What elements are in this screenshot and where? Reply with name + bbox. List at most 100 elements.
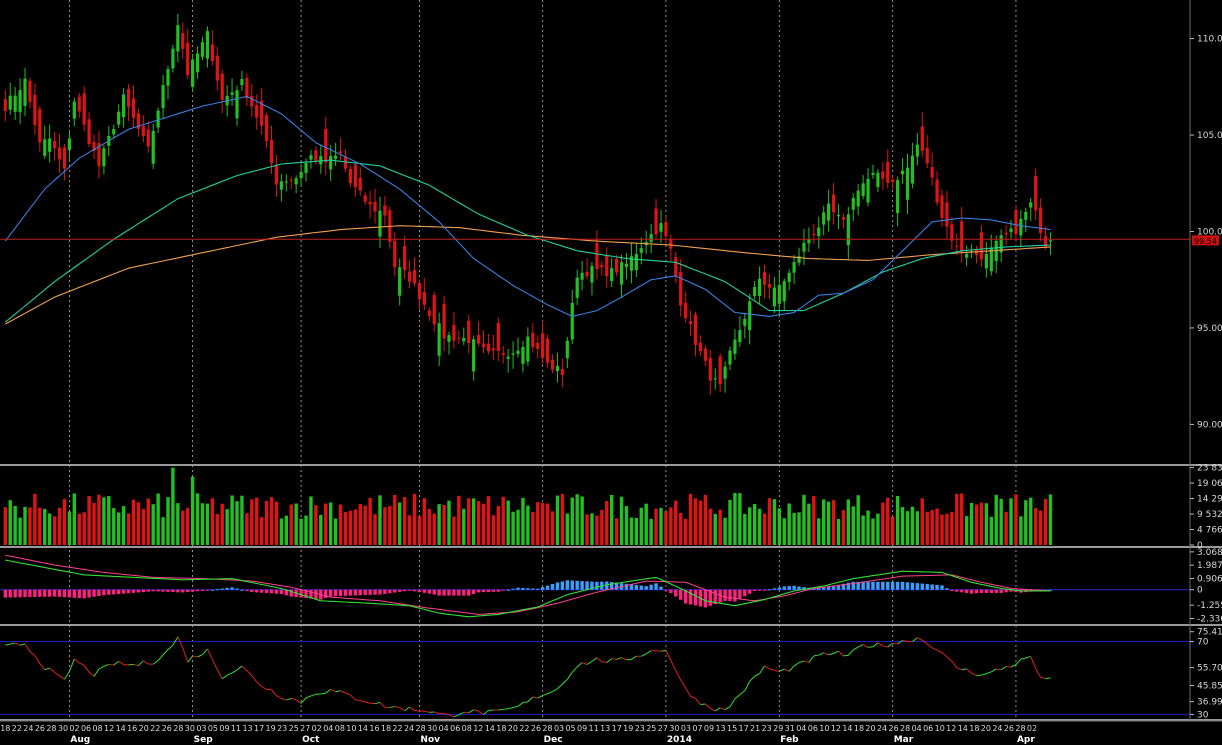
volume-bar[interactable] — [442, 505, 446, 545]
volume-bar[interactable] — [289, 504, 293, 545]
volume-bar[interactable] — [900, 507, 905, 545]
volume-bar[interactable] — [940, 514, 944, 545]
candle-body[interactable] — [757, 278, 762, 296]
candle-body[interactable] — [516, 350, 520, 354]
candle-body[interactable] — [191, 59, 195, 87]
candle-body[interactable] — [595, 242, 599, 270]
candle-body[interactable] — [546, 338, 550, 363]
volume-bar[interactable] — [802, 494, 806, 545]
volume-bar[interactable] — [659, 507, 663, 545]
volume-bar[interactable] — [831, 500, 836, 545]
oscillator-panel[interactable] — [0, 636, 1190, 718]
candle-body[interactable] — [407, 271, 412, 282]
volume-bar[interactable] — [161, 517, 165, 545]
candle-body[interactable] — [235, 90, 239, 119]
candle-body[interactable] — [181, 33, 185, 49]
volume-bar[interactable] — [205, 503, 210, 545]
candle-body[interactable] — [122, 94, 126, 118]
candle-body[interactable] — [580, 272, 584, 280]
candle-body[interactable] — [383, 205, 387, 216]
volume-bar[interactable] — [649, 518, 653, 545]
volume-bar[interactable] — [141, 509, 146, 545]
volume-bar[interactable] — [999, 498, 1003, 545]
volume-bar[interactable] — [363, 505, 367, 545]
candle-body[interactable] — [136, 113, 141, 129]
candle-body[interactable] — [940, 195, 944, 219]
candle-body[interactable] — [664, 222, 668, 237]
volume-bar[interactable] — [407, 515, 412, 545]
volume-bar[interactable] — [723, 517, 727, 545]
candle-body[interactable] — [72, 101, 76, 119]
candle-body[interactable] — [930, 167, 934, 178]
candle-body[interactable] — [827, 203, 831, 221]
volume-bar[interactable] — [683, 518, 688, 545]
volume-bar[interactable] — [570, 497, 574, 545]
candle-body[interactable] — [688, 321, 693, 324]
volume-bar[interactable] — [338, 504, 343, 545]
candle-body[interactable] — [610, 268, 614, 281]
candle-body[interactable] — [708, 358, 712, 381]
volume-bar[interactable] — [67, 511, 72, 545]
candle-body[interactable] — [851, 197, 855, 210]
candle-body[interactable] — [753, 286, 757, 297]
candle-body[interactable] — [1029, 202, 1033, 208]
candle-body[interactable] — [171, 48, 175, 69]
candle-body[interactable] — [161, 85, 165, 109]
volume-bar[interactable] — [47, 513, 52, 545]
candle-body[interactable] — [437, 323, 441, 356]
volume-bar[interactable] — [87, 496, 91, 545]
volume-bar[interactable] — [259, 517, 264, 545]
candle-body[interactable] — [373, 201, 377, 212]
volume-bar[interactable] — [146, 498, 150, 545]
volume-bar[interactable] — [688, 493, 693, 545]
candle-body[interactable] — [284, 181, 288, 183]
candle-body[interactable] — [358, 178, 362, 191]
candle-body[interactable] — [319, 156, 323, 165]
candle-body[interactable] — [260, 100, 264, 126]
volume-bar[interactable] — [72, 493, 77, 545]
candle-body[interactable] — [62, 147, 67, 169]
candle-body[interactable] — [329, 155, 333, 170]
volume-bar[interactable] — [417, 516, 422, 545]
candle-body[interactable] — [654, 208, 658, 235]
candle-body[interactable] — [905, 167, 910, 200]
candle-body[interactable] — [733, 339, 737, 354]
candle-body[interactable] — [965, 253, 969, 258]
volume-bar[interactable] — [412, 493, 417, 545]
volume-bar[interactable] — [1009, 498, 1013, 545]
volume-bar[interactable] — [748, 507, 752, 545]
volume-bar[interactable] — [787, 503, 791, 545]
volume-bar[interactable] — [605, 500, 609, 545]
candle-body[interactable] — [210, 44, 214, 61]
candle-body[interactable] — [309, 155, 313, 160]
candle-body[interactable] — [555, 366, 560, 372]
candle-body[interactable] — [812, 233, 816, 236]
candle-body[interactable] — [836, 215, 841, 217]
volume-bar[interactable] — [1038, 510, 1043, 545]
volume-bar[interactable] — [151, 504, 155, 545]
volume-bar[interactable] — [772, 499, 777, 545]
volume-bar[interactable] — [595, 515, 599, 545]
volume-bar[interactable] — [255, 497, 259, 545]
candle-body[interactable] — [639, 248, 643, 253]
volume-bar[interactable] — [752, 504, 757, 545]
candle-body[interactable] — [629, 256, 634, 271]
volume-bar[interactable] — [215, 513, 219, 545]
candle-body[interactable] — [102, 148, 106, 167]
candle-body[interactable] — [531, 332, 535, 347]
volume-bar[interactable] — [92, 502, 96, 545]
candle-body[interactable] — [659, 223, 663, 232]
candle-body[interactable] — [299, 172, 303, 179]
candle-body[interactable] — [777, 284, 781, 304]
volume-bar[interactable] — [481, 503, 486, 545]
volume-bar[interactable] — [476, 500, 481, 545]
volume-bar[interactable] — [969, 502, 974, 545]
candle-body[interactable] — [200, 42, 205, 57]
candle-body[interactable] — [240, 79, 244, 85]
volume-bar[interactable] — [614, 518, 619, 545]
candle-body[interactable] — [669, 238, 673, 249]
volume-bar[interactable] — [585, 514, 589, 545]
candle-body[interactable] — [900, 170, 905, 175]
volume-bar[interactable] — [1043, 498, 1048, 545]
volume-bar[interactable] — [33, 493, 37, 545]
